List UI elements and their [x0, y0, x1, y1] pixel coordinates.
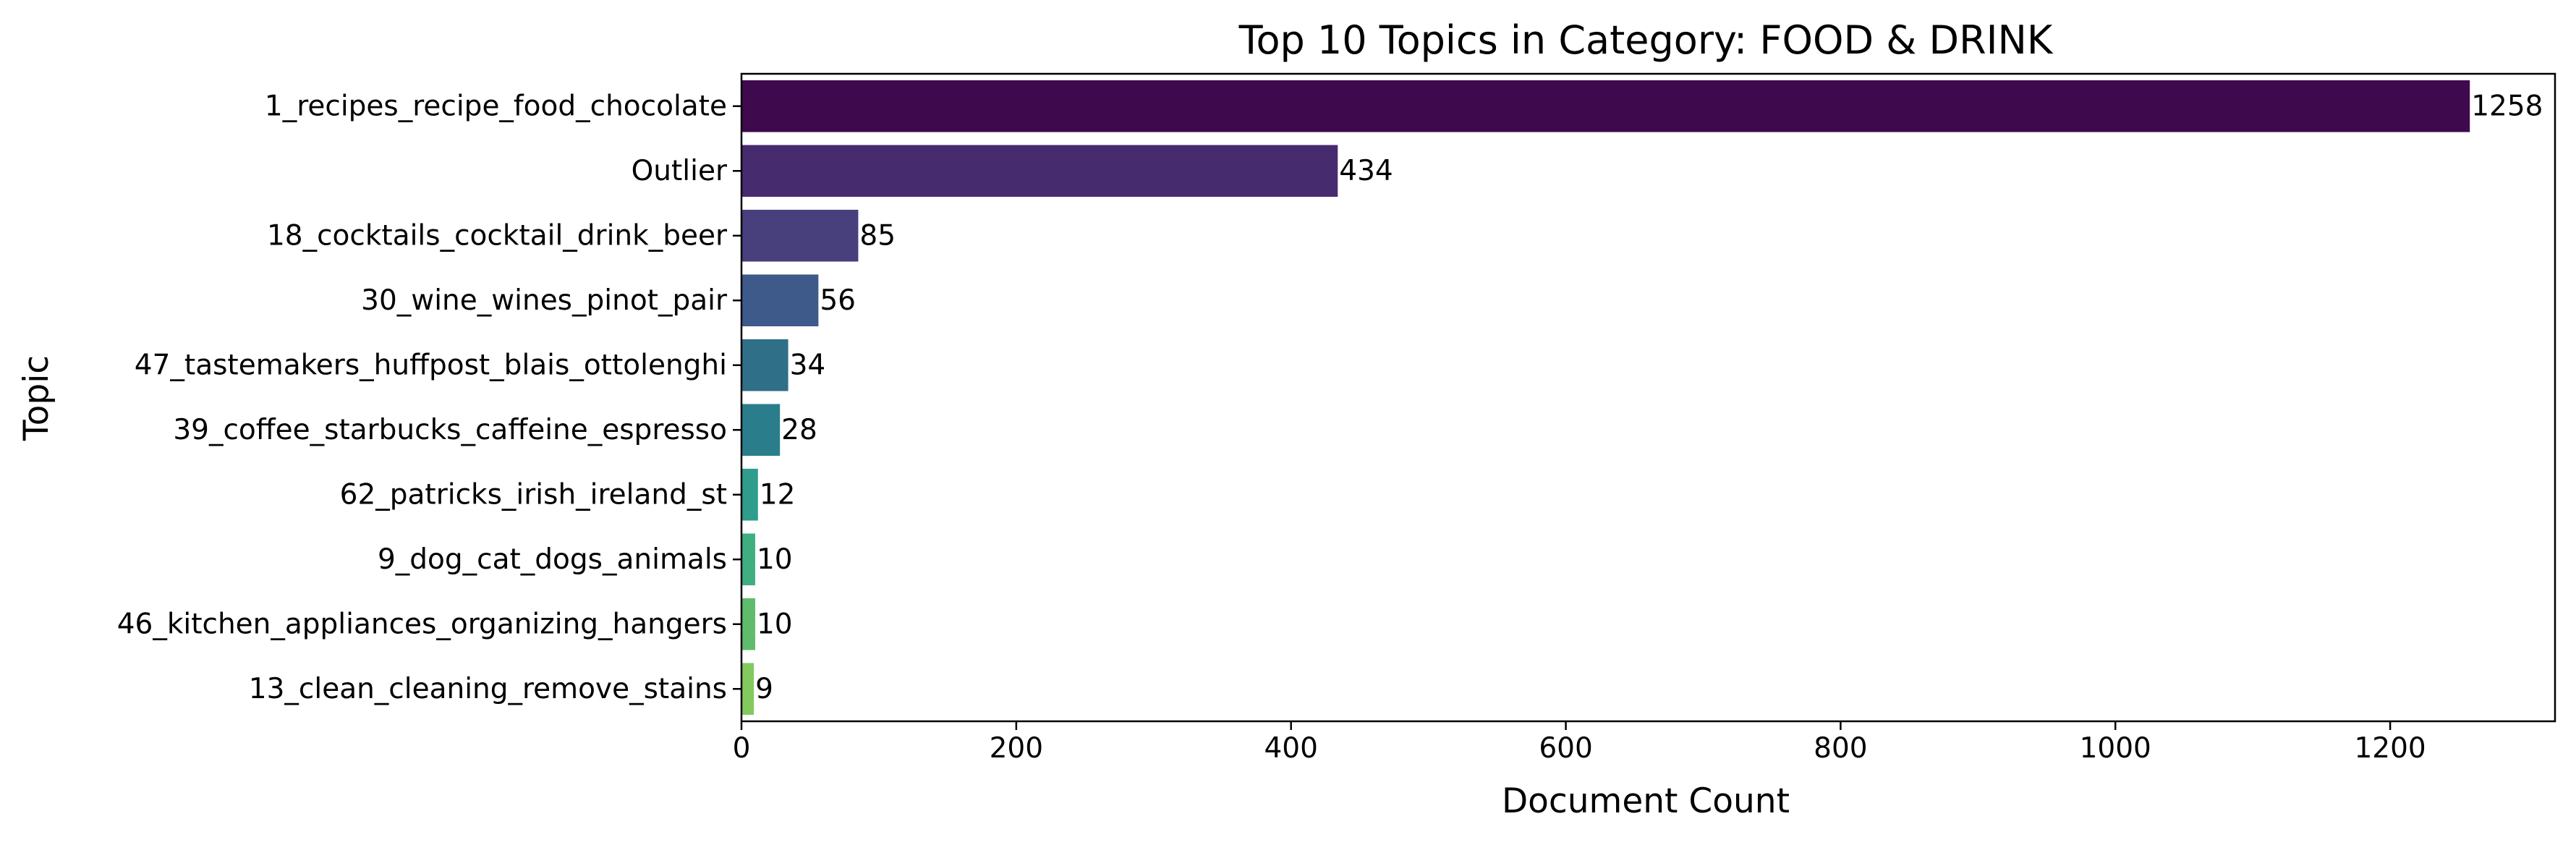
bar [741, 598, 755, 650]
bar [741, 468, 758, 521]
y-tick-label: 62_patricks_irish_ireland_st [340, 478, 727, 511]
y-tick-label: 46_kitchen_appliances_organizing_hangers [117, 608, 727, 640]
bar [741, 145, 1338, 198]
y-tick-label: 1_recipes_recipe_food_chocolate [265, 90, 727, 122]
y-tick-label: 18_cocktails_cocktail_drink_beer [267, 219, 728, 252]
x-tick-label: 800 [1814, 732, 1867, 765]
x-axis-label: Document Count [1502, 781, 1790, 821]
chart-title: Top 10 Topics in Category: FOOD & DRINK [1238, 17, 2054, 63]
bar [741, 274, 819, 327]
bar-value-label: 12 [760, 478, 796, 511]
y-tick-label: 30_wine_wines_pinot_pair [361, 284, 728, 317]
x-axis-ticks: 0 200 400 600 800 1000 1200 [733, 721, 2426, 765]
bar-value-label: 9 [755, 673, 773, 705]
bar-value-label: 56 [820, 284, 856, 317]
x-tick-label: 200 [990, 732, 1043, 765]
bar-value-label: 434 [1339, 155, 1393, 187]
y-tick-label: 47_tastemakers_huffpost_blais_ottolenghi [135, 349, 727, 381]
y-tick-label: Outlier [632, 155, 728, 187]
y-axis-label: Topic [17, 355, 56, 441]
y-tick-label: 9_dog_cat_dogs_animals [378, 543, 727, 576]
x-tick-label: 400 [1264, 732, 1317, 765]
bar-value-label: 1258 [2471, 90, 2543, 122]
x-tick-label: 600 [1539, 732, 1592, 765]
x-tick-label: 0 [733, 732, 751, 765]
x-tick-label: 1000 [2080, 732, 2151, 765]
y-tick-label: 39_coffee_starbucks_caffeine_espresso [173, 414, 727, 446]
bar [741, 663, 754, 716]
bar-value-label: 28 [781, 414, 817, 446]
bar [741, 533, 755, 586]
bar [741, 404, 781, 457]
bar [741, 80, 2470, 132]
bar [741, 339, 788, 391]
x-tick-label: 1200 [2354, 732, 2426, 765]
bar-value-label: 34 [790, 349, 826, 381]
y-tick-label: 13_clean_cleaning_remove_stains [249, 673, 727, 705]
bar-value-label: 10 [757, 608, 793, 640]
bars-layer [741, 80, 2470, 716]
y-axis-ticks: 1_recipes_recipe_food_chocolate Outlier 18… [117, 90, 741, 705]
bar [741, 209, 859, 262]
plot-frame [740, 72, 2556, 723]
bar-value-label: 85 [859, 219, 896, 252]
bar-value-label: 10 [757, 543, 793, 576]
